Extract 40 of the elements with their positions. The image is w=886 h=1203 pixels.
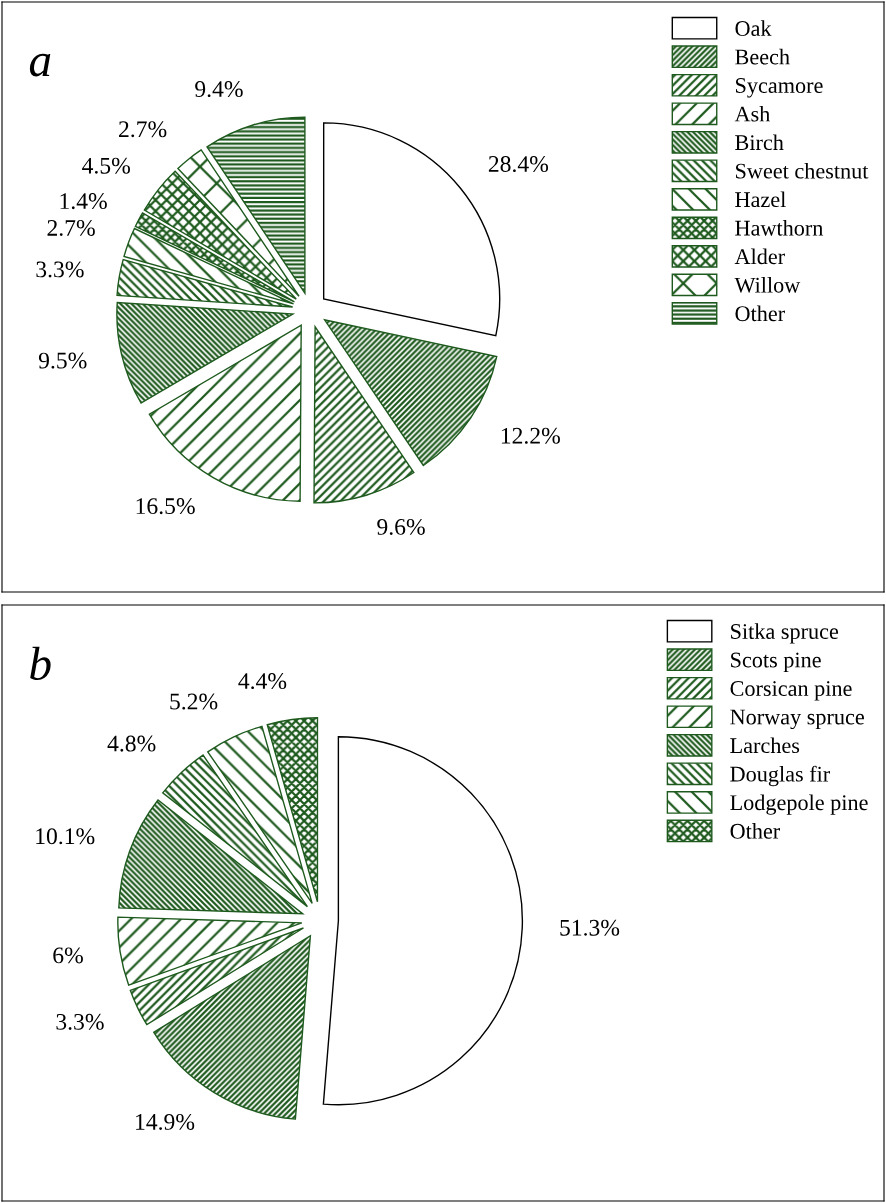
data-label: 1.4% bbox=[60, 193, 107, 210]
legend-label: Beech bbox=[735, 48, 790, 65]
data-label: 2.7% bbox=[119, 121, 167, 138]
legend-label: Lodgepole pine bbox=[730, 794, 868, 815]
data-label: 10.1% bbox=[36, 828, 95, 845]
data-label: 51.3% bbox=[560, 919, 620, 936]
legend-label: Scots pine bbox=[731, 652, 821, 673]
data-label: 9.4% bbox=[195, 81, 243, 98]
legend-label: Hazel bbox=[735, 191, 786, 208]
data-label: 4.8% bbox=[107, 735, 156, 752]
legend-label: Corsican pine bbox=[730, 681, 852, 701]
legend-label: Larches bbox=[730, 737, 800, 754]
legend-label: Douglas fir bbox=[730, 765, 830, 787]
legend-label: Oak bbox=[735, 20, 772, 36]
legend-label: Sycamore bbox=[736, 78, 823, 98]
text: a bbox=[29, 53, 51, 77]
data-label: 6% bbox=[53, 947, 83, 964]
data-label: 14.9% bbox=[136, 1113, 195, 1130]
data-label: 28.4% bbox=[488, 156, 549, 173]
legend-label: Other bbox=[735, 305, 785, 322]
data-label: 2.7% bbox=[47, 219, 95, 236]
legend-label: Norway spruce bbox=[730, 709, 864, 730]
legend-label: Willow bbox=[734, 277, 801, 293]
legend-label: Hawthorn bbox=[735, 219, 824, 236]
data-label: 12.2% bbox=[501, 427, 560, 444]
data-label: 16.5% bbox=[136, 498, 195, 515]
chart-title: b bbox=[30, 646, 51, 680]
legend-label: Other bbox=[730, 823, 780, 839]
data-label: 3.3% bbox=[56, 1013, 104, 1030]
legend-label: Sitka spruce bbox=[731, 623, 839, 644]
data-label: 9.6% bbox=[377, 518, 425, 535]
data-label: 4.4% bbox=[238, 673, 287, 690]
legend-label: Birch bbox=[735, 134, 784, 151]
data-label: 3.3% bbox=[36, 261, 84, 278]
data-label: 5.2% bbox=[170, 693, 218, 710]
legend-label: Ash bbox=[734, 105, 771, 122]
legend-label: Sweet chestnut bbox=[736, 162, 869, 179]
legend-label: Alder bbox=[734, 248, 785, 265]
data-label: 9.5% bbox=[38, 352, 87, 369]
data-label: 4.5% bbox=[82, 157, 130, 174]
